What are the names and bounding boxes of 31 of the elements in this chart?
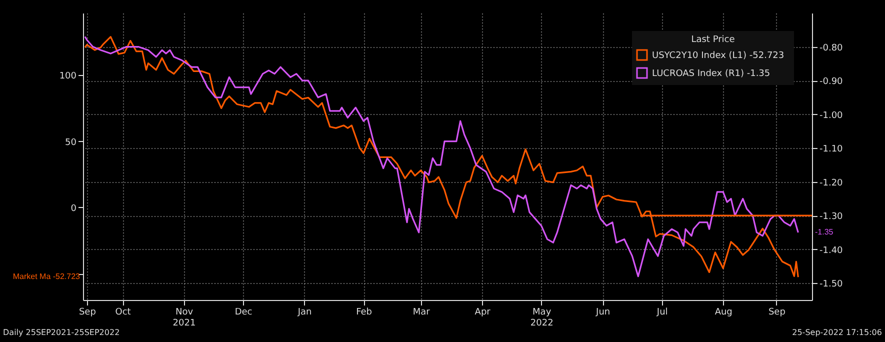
y2-tick-label: -1.50 bbox=[820, 280, 844, 290]
x-tick-label: Sep bbox=[768, 308, 786, 318]
y-tick-label: 0 bbox=[70, 204, 77, 214]
x-tick-label: Feb bbox=[356, 308, 372, 318]
x-tick-label: Aug bbox=[714, 308, 732, 318]
x-tick-label: Mar bbox=[412, 308, 430, 318]
y2-tick-label: -1.00 bbox=[820, 110, 844, 121]
y2-tick-label: -0.90 bbox=[820, 77, 844, 88]
y2-tick-label: -0.80 bbox=[820, 43, 844, 54]
y2-tick-label: -1.30 bbox=[820, 212, 844, 222]
x-tick-label: Nov 2021 bbox=[172, 308, 196, 328]
text: Daily 25SEP2021-25SEP2022 bbox=[3, 328, 120, 337]
x-tick-label: May 2022 bbox=[530, 308, 554, 328]
legend-label: LUCROAS Index (R1) -1.35 bbox=[652, 69, 770, 79]
y2-tick-label: -1.20 bbox=[820, 178, 844, 188]
x-tick-label: Oct bbox=[115, 308, 132, 318]
x-tick-label: Jan bbox=[296, 308, 312, 318]
x-tick-label: Jun bbox=[595, 308, 610, 318]
text: 25-Sep-2022 17:15:06 bbox=[792, 328, 882, 337]
legend-label: USYC2Y10 Index (L1) -52.723 bbox=[652, 51, 784, 61]
x-tick-label: Dec bbox=[234, 308, 252, 318]
text: Market Ma -52.723 bbox=[12, 272, 81, 282]
y-tick-label: 50 bbox=[65, 138, 77, 148]
y2-tick-label: -1.40 bbox=[820, 246, 844, 256]
y2-tick-label: -1.10 bbox=[820, 144, 844, 155]
x-tick-label: Sep bbox=[78, 308, 96, 318]
x-tick-label: Jul bbox=[656, 308, 668, 318]
text: -1.35 bbox=[815, 227, 834, 236]
legend-title: Last Price bbox=[691, 35, 736, 45]
x-tick-label: Apr bbox=[474, 308, 491, 318]
y-tick-label: 100 bbox=[59, 72, 77, 82]
